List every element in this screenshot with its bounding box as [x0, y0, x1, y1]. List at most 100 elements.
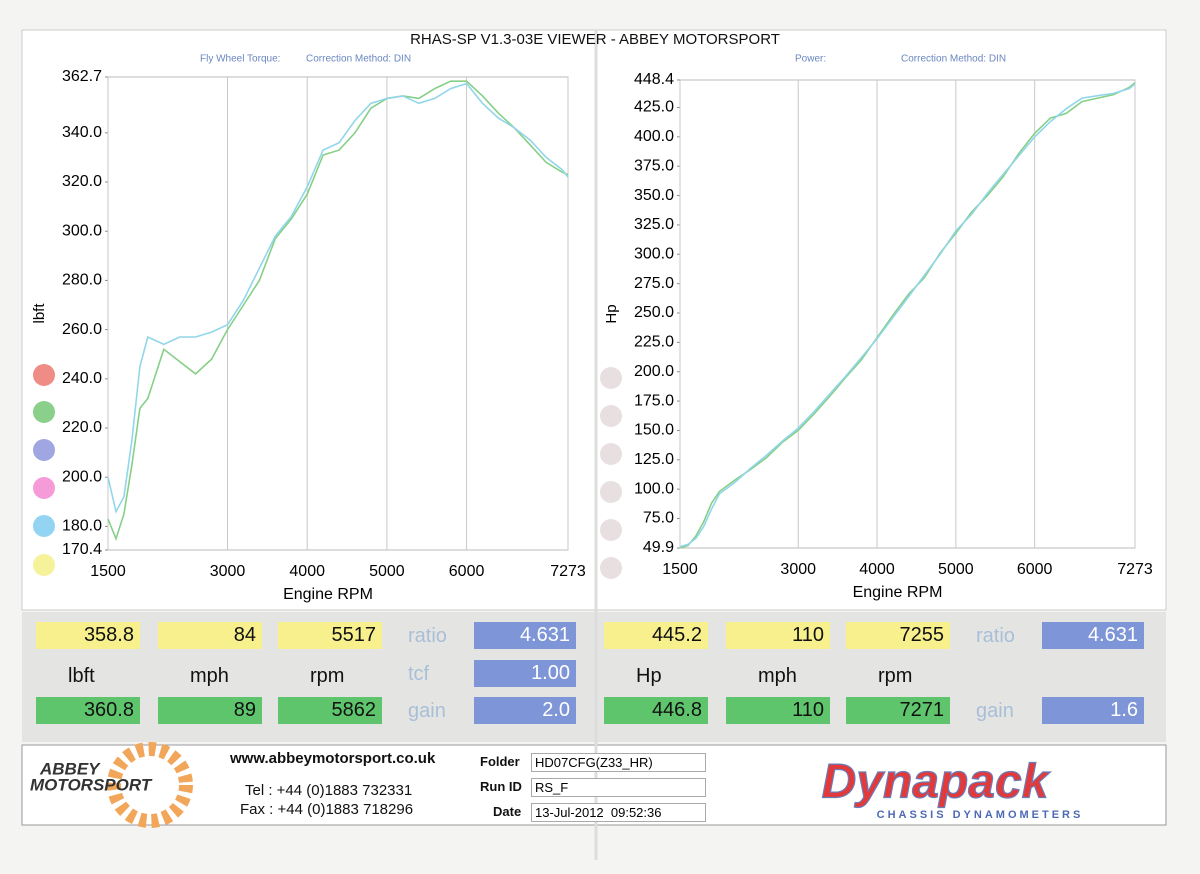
field-label: Folder: [480, 754, 520, 769]
color-dots: [33, 364, 622, 579]
x-tick-label: 3000: [780, 561, 816, 578]
x-tick-label: 5000: [938, 561, 974, 578]
y-axis-label: lbft: [31, 303, 48, 324]
y-tick-label: 280.0: [62, 272, 102, 289]
logo-text: ABBEY: [39, 759, 101, 778]
field-label: Run ID: [480, 779, 522, 794]
logo-text: MOTORSPORT: [30, 775, 153, 794]
reading-value: 110: [726, 697, 830, 724]
plot-area: [679, 79, 1136, 549]
y-axis-label: Hp: [603, 304, 620, 323]
reading-value: 110: [726, 622, 830, 649]
tel: Tel : +44 (0)1883 732331: [245, 782, 413, 799]
y-tick-label: 260.0: [62, 321, 102, 338]
x-tick-label: 5000: [369, 563, 405, 580]
y-tick-label: 400.0: [634, 128, 674, 145]
series-line: [679, 83, 1136, 548]
x-tick-label: 7273: [1117, 561, 1153, 578]
param-value: 4.631: [474, 622, 576, 649]
param-label: tcf: [408, 663, 430, 685]
x-axis-label: Engine RPM: [283, 586, 373, 603]
chart-title: Power:: [795, 54, 826, 65]
field-value: 13-Jul-2012 09:52:36: [531, 803, 706, 822]
param-label: gain: [976, 700, 1014, 722]
series-line: [107, 82, 569, 514]
y-tick-label: 350.0: [634, 187, 674, 204]
y-tick-label: 448.4: [634, 71, 674, 88]
x-tick-label: 1500: [662, 561, 698, 578]
reading-value: 84: [158, 622, 262, 649]
x-tick-label: 6000: [449, 563, 485, 580]
x-tick-label: 6000: [1017, 561, 1053, 578]
param-label: gain: [408, 700, 446, 722]
reading-value: 5517: [278, 622, 382, 649]
series-line: [107, 80, 569, 542]
chart-title: Fly Wheel Torque:: [200, 54, 280, 65]
reading-unit: lbft: [68, 665, 95, 687]
field-value: RS_F: [531, 778, 706, 797]
y-tick-label: 225.0: [634, 334, 674, 351]
param-value: 1.00: [474, 660, 576, 687]
y-tick-label: 170.4: [62, 541, 102, 558]
website: www.abbeymotorsport.co.uk: [230, 750, 436, 767]
y-tick-label: 250.0: [634, 304, 674, 321]
y-tick-label: 150.0: [634, 422, 674, 439]
chart-subtitle: Correction Method: DIN: [306, 54, 411, 65]
x-tick-label: 4000: [859, 561, 895, 578]
reading-value: 358.8: [36, 622, 140, 649]
x-tick-label: 1500: [90, 563, 126, 580]
chart-subtitle: Correction Method: DIN: [901, 54, 1006, 65]
param-value: 2.0: [474, 697, 576, 724]
y-tick-label: 300.0: [634, 246, 674, 263]
param-label: ratio: [976, 625, 1015, 647]
reading-value: 7255: [846, 622, 950, 649]
y-tick-label: 49.9: [643, 539, 674, 556]
reading-unit: mph: [758, 665, 797, 687]
y-tick-label: 300.0: [62, 222, 102, 239]
x-tick-label: 4000: [289, 563, 325, 580]
y-tick-label: 100.0: [634, 480, 674, 497]
series-line: [679, 82, 1136, 549]
y-tick-label: 362.7: [62, 68, 102, 85]
reading-unit: Hp: [636, 665, 662, 687]
fax: Fax : +44 (0)1883 718296: [240, 801, 414, 818]
y-tick-label: 180.0: [62, 518, 102, 535]
x-tick-label: 3000: [210, 563, 246, 580]
y-tick-label: 275.0: [634, 275, 674, 292]
y-tick-label: 325.0: [634, 216, 674, 233]
reading-unit: mph: [190, 665, 229, 687]
y-tick-label: 200.0: [62, 468, 102, 485]
reading-value: 7271: [846, 697, 950, 724]
reading-value: 89: [158, 697, 262, 724]
y-tick-label: 220.0: [62, 419, 102, 436]
field-label: Date: [493, 804, 522, 819]
y-tick-label: 375.0: [634, 157, 674, 174]
plot-area: [107, 76, 569, 551]
reading-value: 360.8: [36, 697, 140, 724]
brand-sub: CHASSIS DYNAMOMETERS: [877, 809, 1084, 821]
reading-value: 445.2: [604, 622, 708, 649]
y-tick-label: 425.0: [634, 99, 674, 116]
y-tick-label: 240.0: [62, 370, 102, 387]
y-tick-label: 340.0: [62, 124, 102, 141]
param-label: ratio: [408, 625, 447, 647]
param-value: 1.6: [1042, 697, 1144, 724]
y-tick-label: 320.0: [62, 173, 102, 190]
x-tick-label: 7273: [550, 563, 586, 580]
y-tick-label: 175.0: [634, 392, 674, 409]
y-tick-label: 75.0: [643, 510, 674, 527]
reading-value: 5862: [278, 697, 382, 724]
page-title: RHAS-SP V1.3-03E VIEWER - ABBEY MOTORSPO…: [410, 31, 780, 48]
logo-sun: [107, 742, 193, 828]
param-value: 4.631: [1042, 622, 1144, 649]
reading-unit: rpm: [878, 665, 913, 687]
brand: Dynapack: [822, 756, 1051, 809]
y-tick-label: 200.0: [634, 363, 674, 380]
y-tick-label: 125.0: [634, 451, 674, 468]
x-axis-label: Engine RPM: [853, 584, 943, 601]
field-value: HD07CFG(Z33_HR): [531, 753, 706, 772]
reading-value: 446.8: [604, 697, 708, 724]
